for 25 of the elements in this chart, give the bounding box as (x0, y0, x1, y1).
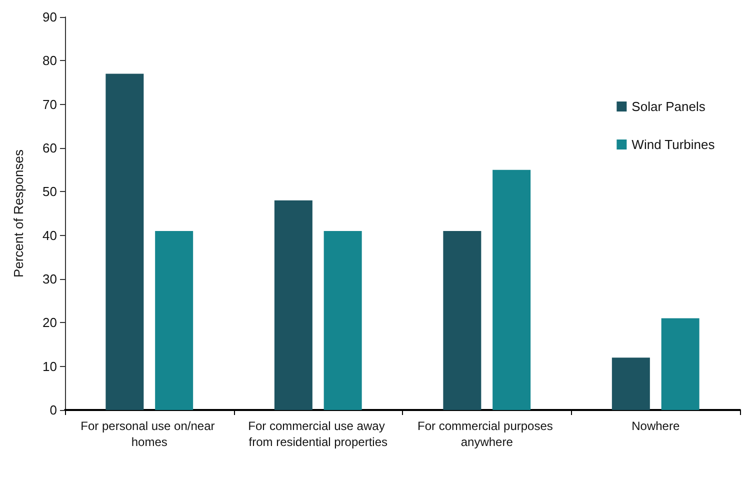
legend-label: Solar Panels (632, 99, 706, 114)
y-tick-label: 90 (42, 10, 57, 24)
bar (274, 200, 312, 410)
x-tick-label: For commercial use away from residential properties (248, 419, 388, 449)
x-tick-label: For commercial purposes anywhere (418, 419, 556, 449)
bar (155, 230, 194, 410)
y-tick-label: 60 (42, 140, 57, 156)
bar (612, 358, 650, 410)
y-tick-label: 20 (42, 315, 57, 330)
bar (492, 170, 531, 410)
x-tick-label: Nowhere (632, 419, 680, 433)
y-tick-label: 30 (42, 272, 57, 286)
bar (443, 230, 482, 410)
y-tick-label: 0 (50, 402, 57, 418)
y-tick-label: 10 (42, 358, 57, 374)
y-tick-label: 70 (42, 96, 57, 112)
y-tick-label: 50 (42, 184, 57, 200)
bar (324, 230, 362, 410)
y-tick-label: 40 (42, 228, 57, 243)
y-tick-label: 80 (42, 53, 57, 68)
y-axis-title: Percent of Responses (11, 149, 26, 278)
legend-label: Wind Turbines (632, 137, 716, 152)
x-tick-label: For personal use on/near homes (80, 419, 218, 449)
bar (106, 74, 144, 410)
bar (661, 318, 700, 410)
